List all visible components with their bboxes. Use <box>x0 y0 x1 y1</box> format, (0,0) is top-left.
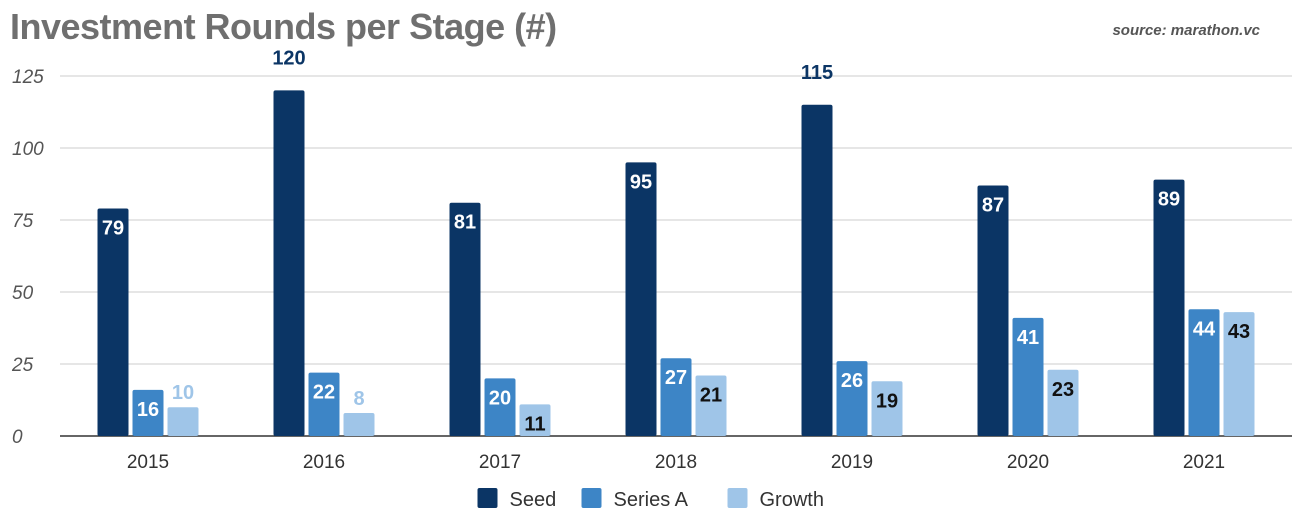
data-label: 87 <box>982 194 1004 216</box>
bar-seed-2020 <box>977 185 1009 436</box>
data-label: 16 <box>137 399 159 421</box>
data-label: 26 <box>841 370 863 392</box>
data-label: 115 <box>801 62 833 84</box>
legend-label: Growth <box>760 489 824 511</box>
x-tick-label: 2021 <box>1183 452 1225 473</box>
data-label: 23 <box>1052 379 1074 401</box>
data-label: 79 <box>102 217 124 239</box>
legend-label: Series A <box>614 489 689 511</box>
bar-seed-2019 <box>801 104 833 437</box>
bar-growth-2015 <box>167 407 199 436</box>
bar-seed-2015 <box>97 208 129 436</box>
bar-growth-2021 <box>1223 312 1255 436</box>
data-label: 89 <box>1158 189 1180 211</box>
bar-growth-2020 <box>1047 369 1079 436</box>
y-tick-label: 75 <box>12 211 34 232</box>
bar-series-a-2017 <box>484 378 516 436</box>
y-tick-label: 100 <box>12 139 44 160</box>
data-label: 11 <box>524 413 545 435</box>
data-label: 81 <box>454 212 476 234</box>
legend-swatch <box>727 488 748 508</box>
bar-series-a-2016 <box>308 372 340 436</box>
y-tick-label: 0 <box>12 427 23 448</box>
bar-growth-2019 <box>871 381 903 436</box>
data-label: 20 <box>489 387 511 409</box>
data-label: 43 <box>1228 321 1250 343</box>
y-tick-label: 25 <box>11 355 34 376</box>
data-label: 19 <box>876 390 898 412</box>
data-label: 120 <box>272 47 305 69</box>
bar-seed-2018 <box>625 162 657 436</box>
x-tick-label: 2017 <box>479 452 521 473</box>
data-label: 10 <box>172 382 194 404</box>
data-label: 22 <box>313 382 335 404</box>
data-label: 21 <box>700 385 722 407</box>
chart-title: Investment Rounds per Stage (#) <box>10 6 557 47</box>
bar-series-a-2019 <box>836 361 868 436</box>
y-tick-label: 50 <box>12 283 34 304</box>
source-note: source: marathon.vc <box>1112 22 1260 39</box>
data-label: 95 <box>630 171 652 193</box>
bar-growth-2016 <box>343 412 375 436</box>
data-label: 44 <box>1193 318 1216 340</box>
bar-series-a-2015 <box>132 389 164 436</box>
bar-seed-2016 <box>273 90 305 437</box>
x-tick-label: 2015 <box>127 452 169 473</box>
bar-series-a-2021 <box>1188 309 1220 436</box>
bar-growth-2018 <box>695 375 727 436</box>
bar-seed-2021 <box>1153 179 1185 436</box>
y-tick-label: 125 <box>12 67 44 88</box>
legend-swatch <box>477 488 498 508</box>
x-tick-label: 2020 <box>1007 452 1049 473</box>
x-tick-label: 2019 <box>831 452 873 473</box>
bar-seed-2017 <box>449 202 481 436</box>
data-label: 41 <box>1017 327 1039 349</box>
bar-series-a-2020 <box>1012 317 1044 436</box>
legend-swatch <box>581 488 602 508</box>
legend-label: Seed <box>510 489 557 511</box>
bar-series-a-2018 <box>660 358 692 436</box>
x-tick-label: 2016 <box>303 452 345 473</box>
data-label: 27 <box>665 367 687 389</box>
x-tick-label: 2018 <box>655 452 697 473</box>
data-label: 8 <box>353 388 364 410</box>
bar-growth-2017 <box>519 404 551 436</box>
